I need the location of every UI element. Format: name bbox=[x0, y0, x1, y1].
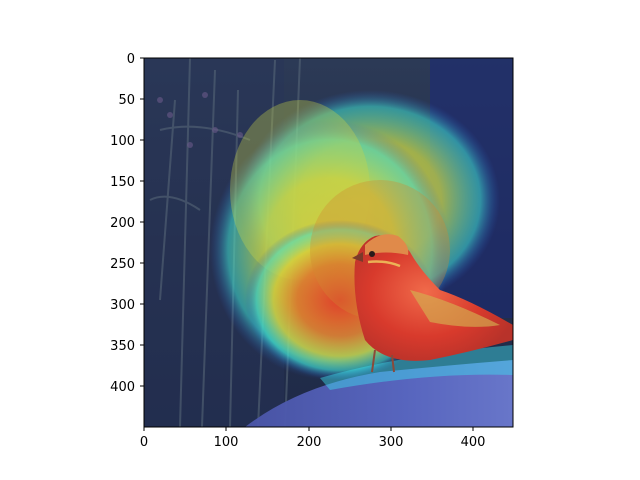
x-tick-label: 0 bbox=[140, 435, 148, 450]
y-tick-label: 250 bbox=[110, 257, 135, 272]
axes-frame bbox=[143, 57, 514, 428]
y-tick-label: 150 bbox=[110, 175, 135, 190]
x-tick-label: 100 bbox=[214, 435, 239, 450]
x-tick-label: 200 bbox=[297, 435, 322, 450]
y-axis: 0 50 100 150 200 250 300 350 400 bbox=[110, 52, 144, 395]
y-tick-label: 300 bbox=[110, 298, 135, 313]
y-tick-label: 350 bbox=[110, 339, 135, 354]
y-tick-label: 200 bbox=[110, 216, 135, 231]
y-tick-label: 100 bbox=[110, 134, 135, 149]
x-tick-label: 400 bbox=[461, 435, 486, 450]
y-tick-label: 0 bbox=[127, 52, 135, 67]
x-axis: 0 100 200 300 400 bbox=[140, 427, 486, 450]
x-tick-label: 300 bbox=[379, 435, 404, 450]
bird bbox=[352, 234, 513, 373]
y-tick-label: 50 bbox=[118, 93, 135, 108]
heatmap-image bbox=[144, 58, 513, 427]
y-tick-label: 400 bbox=[110, 380, 135, 395]
